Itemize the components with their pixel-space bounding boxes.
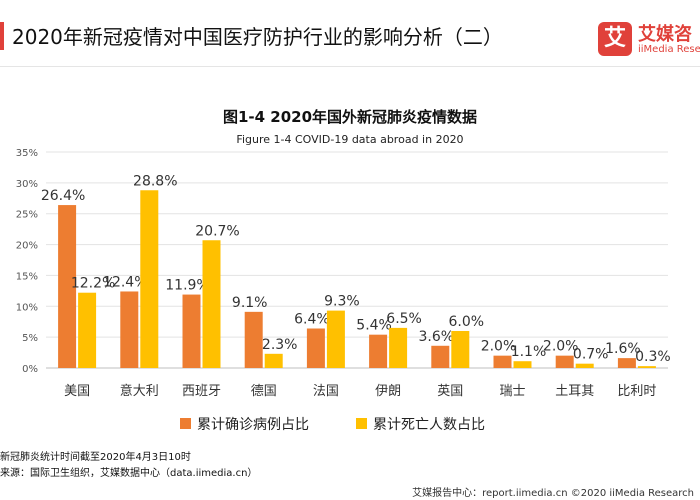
header: 2020年新冠疫情对中国医疗防护行业的影响分析（二） 艾 艾媒咨 iiMedia…	[0, 0, 700, 64]
x-category-label: 西班牙	[182, 384, 221, 399]
bar-chart: 0% 5% 10% 15% 20% 25% 30% 35% 26.4% 12.2% 美国 12.4% 2…	[16, 148, 671, 399]
bar-confirmed	[182, 294, 201, 368]
bar-deaths	[637, 366, 656, 368]
y-tick-label: 15%	[16, 271, 38, 282]
data-label-deaths: 9.3%	[324, 294, 360, 310]
data-label-confirmed: 11.9%	[165, 278, 209, 294]
x-category-label: 伊朗	[375, 384, 401, 399]
bar-confirmed	[244, 311, 263, 368]
bar-deaths	[78, 292, 97, 368]
legend-label-confirmed: 累计确诊病例占比	[197, 417, 309, 433]
bar-deaths	[575, 363, 594, 368]
bar-confirmed	[120, 291, 139, 368]
bar-deaths	[264, 353, 283, 368]
bar-deaths	[389, 327, 408, 368]
logo-mark: 艾	[598, 22, 632, 56]
data-label-confirmed: 6.4%	[294, 312, 330, 328]
data-label-deaths: 12.2%	[71, 276, 115, 292]
data-label-deaths: 28.8%	[133, 173, 177, 189]
note-stat-time: 新冠肺炎统计时间截至2020年4月3日10时	[0, 452, 191, 463]
y-tick-label: 5%	[22, 333, 38, 344]
bar-confirmed	[555, 355, 574, 368]
data-label-deaths: 6.0%	[449, 314, 485, 330]
data-label-confirmed: 9.1%	[232, 295, 268, 311]
y-tick-label: 10%	[16, 302, 38, 313]
header-divider	[0, 66, 700, 67]
bar-confirmed	[58, 205, 77, 368]
bar-deaths	[326, 310, 345, 368]
legend-label-deaths: 累计死亡人数占比	[373, 417, 485, 433]
legend-swatch-confirmed	[180, 417, 191, 429]
y-tick-label: 35%	[16, 148, 38, 159]
bar-confirmed	[369, 334, 388, 368]
bar-deaths	[451, 330, 470, 368]
data-label-deaths: 20.7%	[195, 223, 239, 239]
data-label-deaths: 0.3%	[635, 349, 671, 365]
x-category-label: 土耳其	[555, 384, 594, 399]
data-label-confirmed: 5.4%	[356, 318, 392, 334]
legend-item-confirmed: 累计确诊病例占比	[180, 414, 309, 434]
y-tick-label: 25%	[16, 210, 38, 221]
data-label-confirmed: 1.6%	[605, 341, 641, 357]
data-label-confirmed: 12.4%	[103, 274, 147, 290]
legend-swatch-deaths	[356, 417, 367, 429]
data-label-confirmed: 2.0%	[543, 339, 579, 355]
data-label-confirmed: 3.6%	[419, 329, 455, 345]
brand-logo: 艾 艾媒咨 iiMedia Rese	[598, 20, 700, 64]
page-title: 2020年新冠疫情对中国医疗防护行业的影响分析（二）	[12, 25, 503, 49]
bar-confirmed	[306, 328, 325, 368]
chart-title: 图1-4 2020年国外新冠肺炎疫情数据	[222, 108, 478, 126]
data-label-confirmed: 26.4%	[41, 188, 85, 204]
bar-confirmed	[493, 355, 512, 368]
x-category-label: 德国	[251, 384, 277, 399]
y-tick-label: 0%	[22, 364, 38, 375]
y-tick-label: 20%	[16, 241, 38, 252]
data-label-deaths: 0.7%	[573, 347, 609, 363]
data-label-deaths: 2.3%	[262, 337, 298, 353]
bar-deaths	[202, 240, 221, 368]
chart-subtitle: Figure 1-4 COVID-19 data abroad in 2020	[236, 133, 464, 146]
x-category-label: 法国	[313, 384, 339, 399]
legend-item-deaths: 累计死亡人数占比	[356, 414, 485, 434]
logo-text-cn: 艾媒咨	[638, 24, 692, 45]
bar-deaths	[140, 190, 159, 368]
x-category-label: 美国	[64, 384, 90, 399]
bar-confirmed	[617, 358, 636, 368]
data-label-deaths: 6.5%	[386, 311, 422, 327]
data-label-deaths: 1.1%	[511, 344, 547, 360]
bar-confirmed	[431, 345, 450, 368]
footer-credit: 艾媒报告中心：report.iimedia.cn ©2020 iiMedia R…	[412, 488, 694, 499]
logo-text-en: iiMedia Rese	[638, 44, 700, 55]
bar-deaths	[513, 361, 532, 368]
title-accent-bar	[0, 22, 4, 50]
x-category-label: 比利时	[617, 384, 656, 399]
chart-legend: 累计确诊病例占比 累计死亡人数占比	[0, 414, 700, 434]
note-source: 来源：国际卫生组织，艾媒数据中心（data.iimedia.cn）	[0, 468, 258, 479]
x-category-label: 瑞士	[499, 384, 525, 399]
data-label-confirmed: 2.0%	[481, 339, 517, 355]
x-category-label: 意大利	[120, 383, 159, 399]
y-tick-label: 30%	[16, 179, 38, 190]
x-category-label: 英国	[437, 384, 463, 399]
